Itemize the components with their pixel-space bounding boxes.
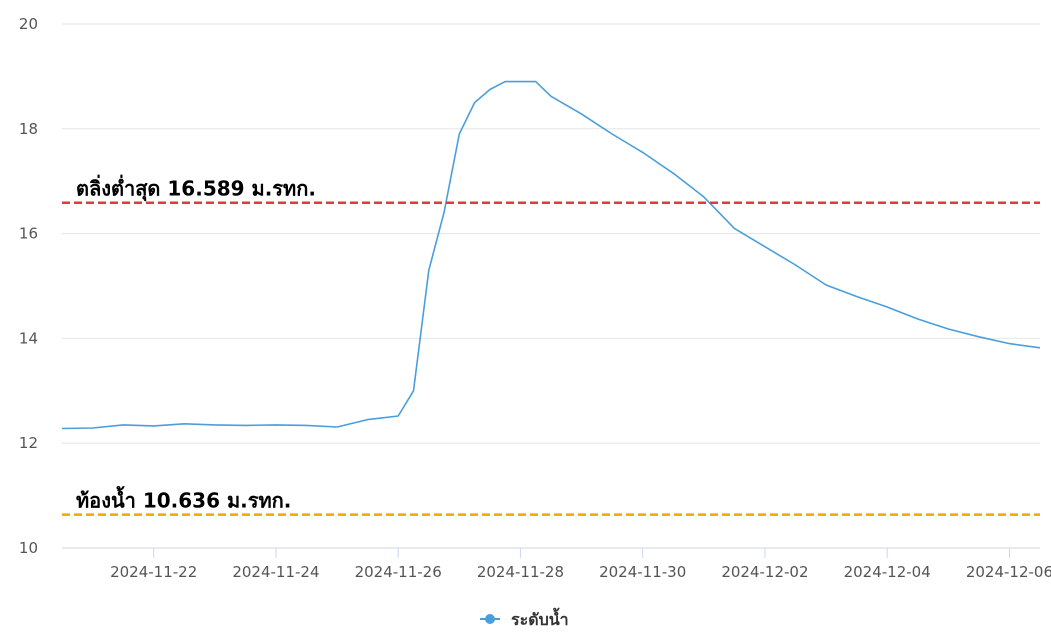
x-tick-label: 2024-11-30 <box>599 563 686 581</box>
series-line-0[interactable] <box>61 80 1041 430</box>
reference-line-label: ท้องน้ำ 10.636 ม.รทก. <box>76 486 291 513</box>
reference-lines: ตลิ่งต่ำสุด 16.589 ม.รทก. ท้องน้ำ 10.636 … <box>62 174 1040 516</box>
y-tick-label: 16 <box>19 225 38 243</box>
legend-dot-marker <box>485 614 495 624</box>
y-tick-label: 18 <box>19 120 38 138</box>
y-tick-label: 12 <box>19 434 38 452</box>
legend-label[interactable]: ระดับน้ำ <box>511 607 569 629</box>
x-tick-label: 2024-11-24 <box>232 563 319 581</box>
x-tick-label: 2024-12-02 <box>721 563 808 581</box>
reference-line-label: ตลิ่งต่ำสุด 16.589 ม.รทก. <box>76 174 316 202</box>
y-tick-label: 10 <box>19 539 38 557</box>
x-tick-label: 2024-11-28 <box>477 563 564 581</box>
y-axis-ticks: 10 12 14 16 18 20 <box>19 15 38 557</box>
series-layer <box>61 80 1041 430</box>
x-tick-label: 2024-11-22 <box>110 563 197 581</box>
legend[interactable]: ระดับน้ำ <box>480 607 569 629</box>
y-tick-label: 20 <box>19 15 38 33</box>
grid-lines <box>62 23 1040 549</box>
x-axis: 2024-11-22 2024-11-24 2024-11-26 2024-11-28… <box>110 548 1051 581</box>
x-tick-label: 2024-11-26 <box>355 563 442 581</box>
x-tick-label: 2024-12-04 <box>844 563 931 581</box>
x-tick-label: 2024-12-06 <box>966 563 1051 581</box>
y-tick-label: 14 <box>19 329 38 347</box>
